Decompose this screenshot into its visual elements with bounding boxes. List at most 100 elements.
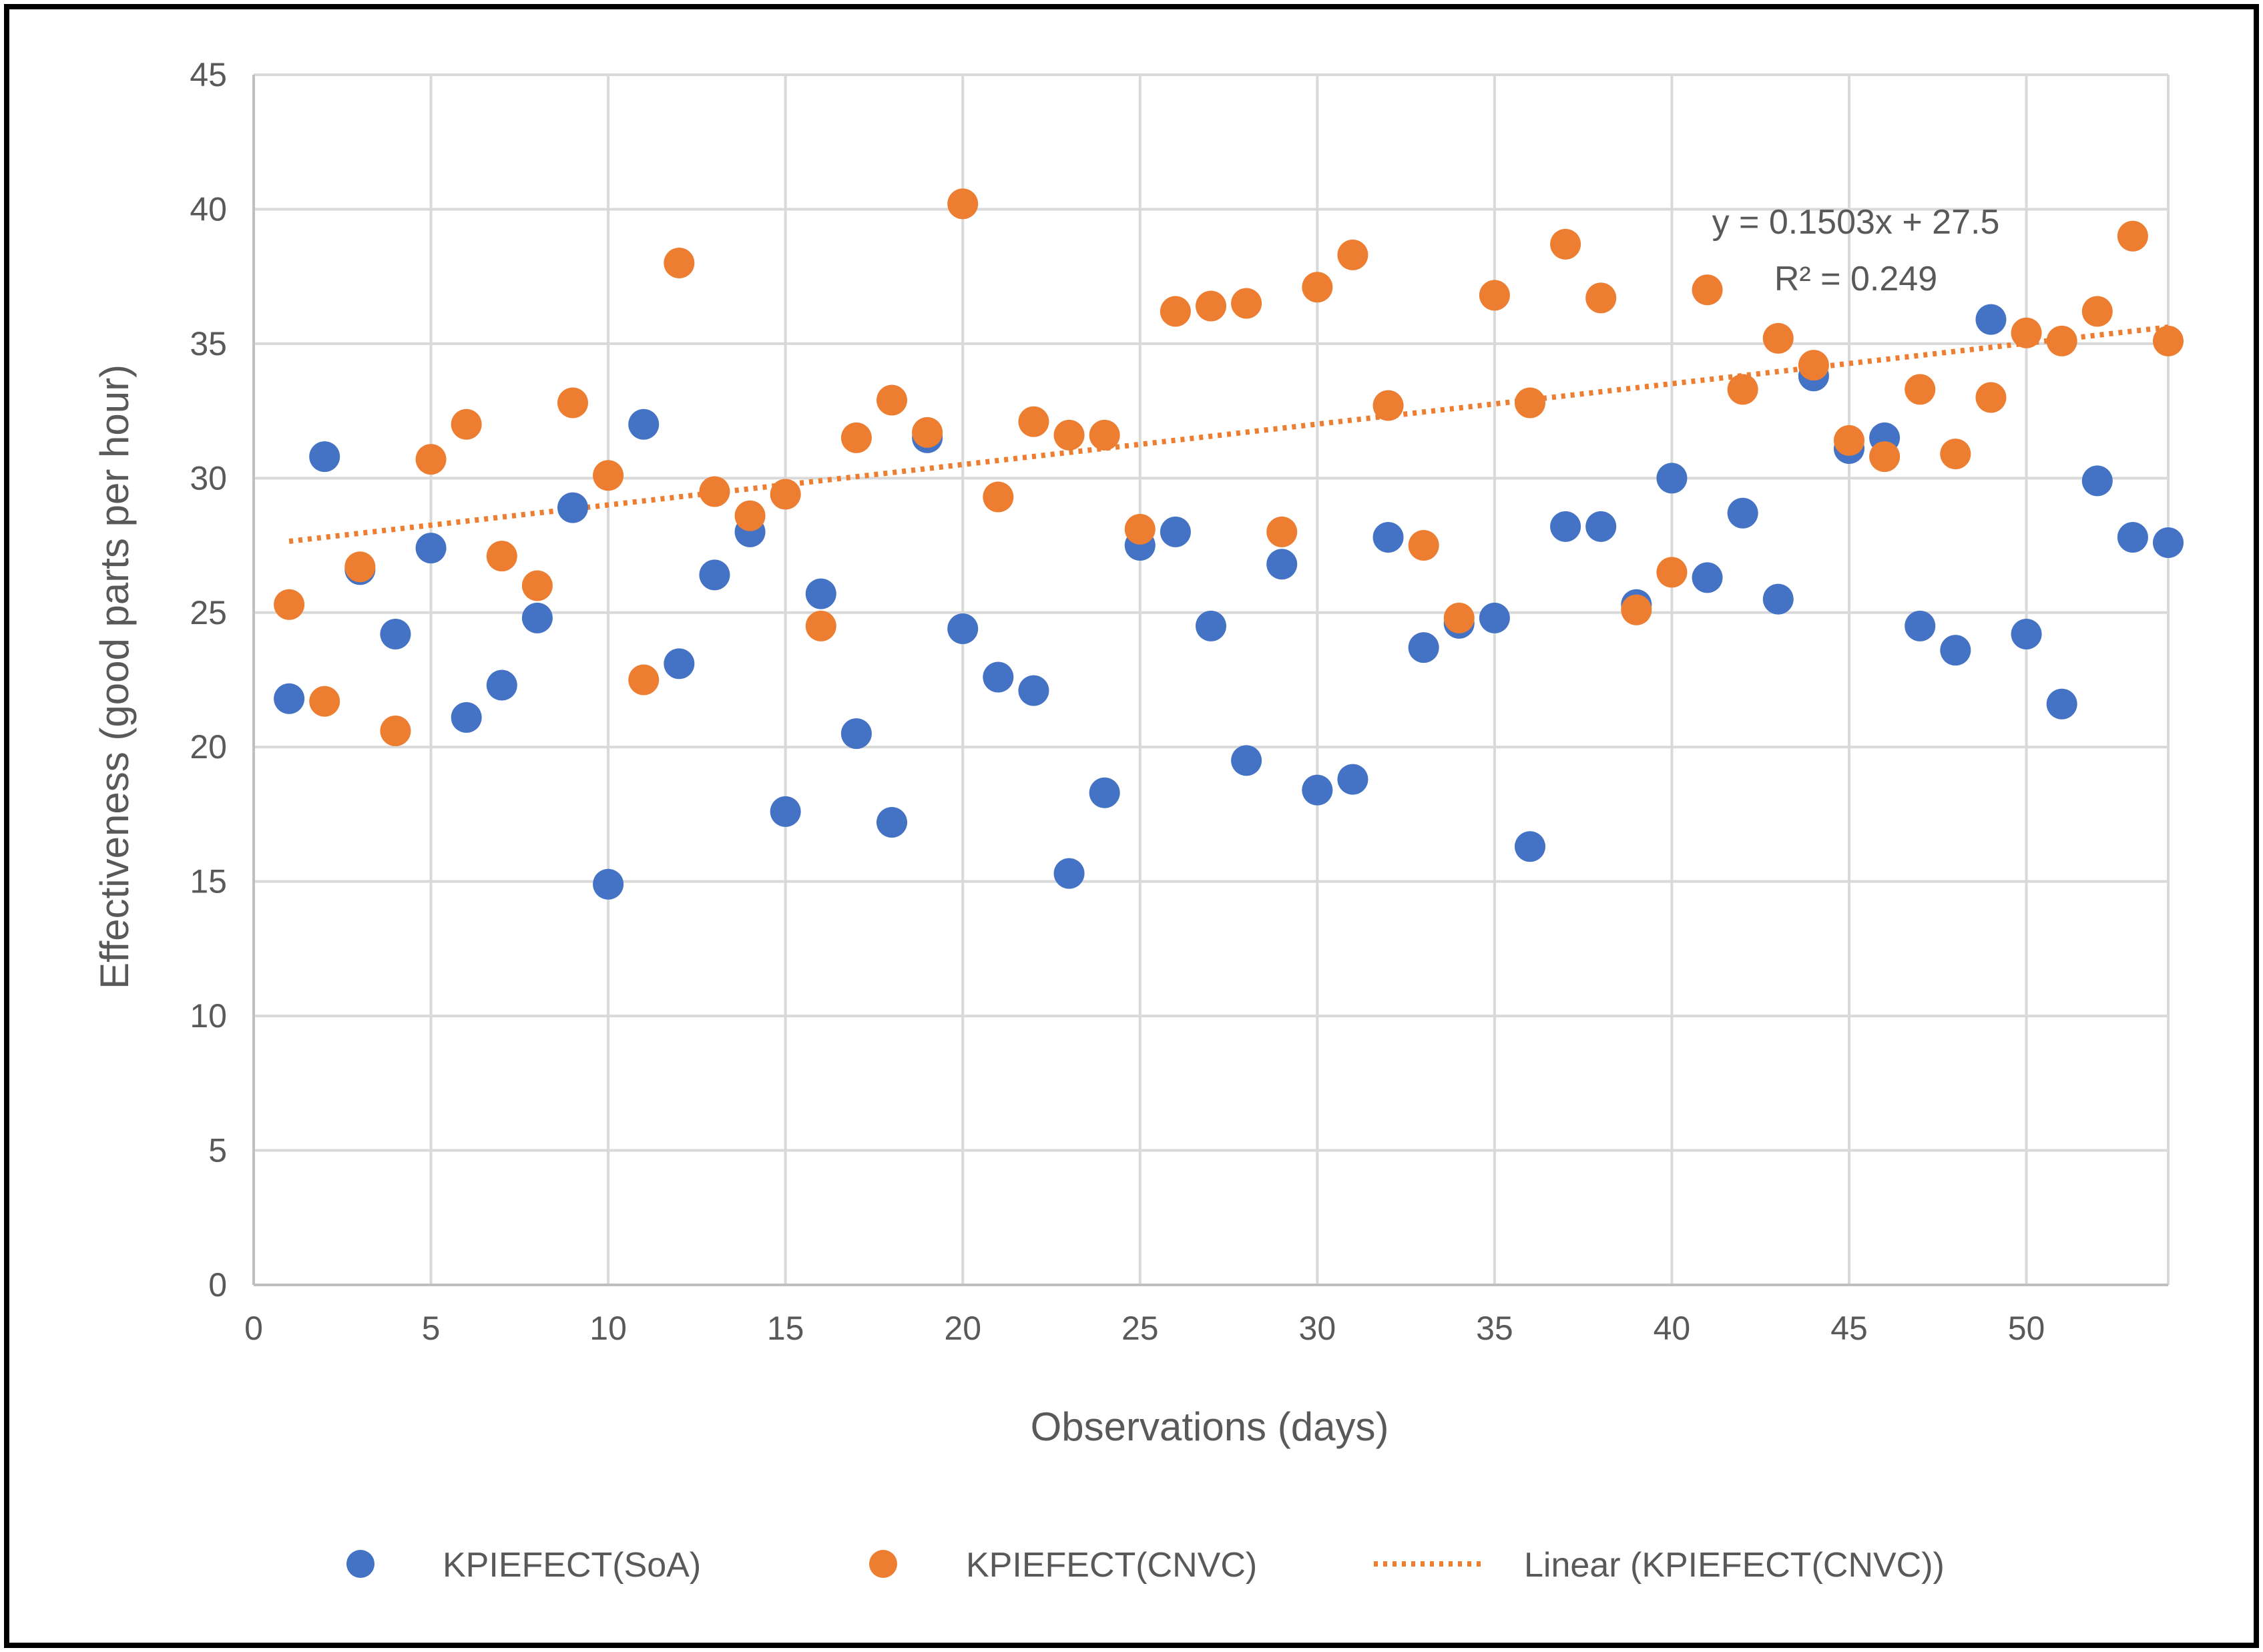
point-soa — [1975, 304, 2007, 335]
point-soa — [664, 648, 695, 679]
point-cnvc — [1302, 272, 1333, 303]
x-tick-label: 20 — [944, 1310, 981, 1347]
point-soa — [1585, 511, 1617, 542]
point-cnvc — [1196, 290, 1226, 322]
axes — [252, 75, 2168, 1286]
point-cnvc — [876, 384, 907, 416]
x-tick-label: 15 — [767, 1310, 804, 1347]
trendline-r-squared: R² = 0.249 — [1774, 260, 1937, 298]
legend-marker-soa — [346, 1550, 374, 1578]
point-soa — [274, 683, 305, 714]
point-cnvc — [1089, 419, 1120, 451]
point-soa — [486, 669, 517, 701]
point-cnvc — [2046, 325, 2077, 356]
point-cnvc — [912, 417, 943, 448]
point-cnvc — [1975, 382, 2007, 413]
point-cnvc — [628, 664, 660, 696]
y-axis-title: Effectiveness (good parts per hour) — [92, 364, 137, 989]
point-cnvc — [1053, 419, 1085, 451]
point-cnvc — [1762, 322, 1794, 354]
y-tick-label: 20 — [190, 728, 227, 766]
point-cnvc — [451, 408, 482, 440]
point-cnvc — [1656, 557, 1688, 588]
point-cnvc — [1727, 374, 1758, 405]
point-soa — [2081, 465, 2113, 497]
x-tick-label: 30 — [1299, 1310, 1336, 1347]
point-soa — [1940, 635, 1971, 666]
y-tick-label: 5 — [208, 1132, 227, 1169]
point-soa — [1905, 610, 1936, 641]
point-cnvc — [1160, 296, 1191, 327]
chart-border — [4, 4, 2259, 1648]
point-cnvc — [983, 481, 1014, 513]
point-cnvc — [593, 460, 624, 491]
point-soa — [2046, 688, 2077, 720]
point-cnvc — [1621, 594, 1652, 625]
point-soa — [1302, 774, 1333, 806]
y-tick-label: 25 — [190, 594, 227, 631]
point-cnvc — [344, 551, 376, 583]
point-soa — [1053, 858, 1085, 889]
point-soa — [380, 619, 411, 650]
tick-labels: 0 5 10 15 20 25 30 35 40 45 0 5 10 15 20 25 30 35 40 45 50 — [190, 56, 2045, 1347]
point-cnvc — [2117, 220, 2148, 252]
point-cnvc — [486, 541, 517, 572]
x-tick-label: 40 — [1654, 1310, 1691, 1347]
legend-marker-cnvc — [869, 1550, 897, 1578]
x-tick-label: 10 — [589, 1310, 627, 1347]
trendline-equation: y = 0.1503x + 27.5 — [1712, 203, 2000, 242]
point-soa — [805, 578, 836, 609]
x-tick-label: 5 — [422, 1310, 441, 1347]
y-tick-label: 10 — [190, 997, 227, 1035]
point-cnvc — [309, 685, 340, 717]
point-cnvc — [1408, 530, 1439, 561]
point-soa — [557, 492, 588, 523]
legend: KPIEFECT(SoA) KPIEFECT(CNVC) Linear (KPI… — [346, 1546, 1945, 1585]
point-cnvc — [1585, 282, 1617, 314]
point-soa — [876, 807, 907, 838]
x-tick-label: 35 — [1476, 1310, 1513, 1347]
legend-label-soa: KPIEFECT(SoA) — [443, 1546, 701, 1585]
point-cnvc — [380, 716, 411, 747]
point-soa — [1479, 602, 1510, 633]
point-soa — [1089, 777, 1120, 808]
point-soa — [983, 661, 1014, 693]
point-soa — [1266, 549, 1298, 580]
point-soa — [2117, 521, 2148, 553]
point-cnvc — [1124, 513, 1156, 545]
point-cnvc — [1692, 274, 1723, 306]
trendline — [288, 324, 2169, 544]
point-cnvc — [664, 248, 695, 279]
point-soa — [1196, 610, 1226, 641]
point-cnvc — [1515, 387, 1545, 419]
point-cnvc — [2081, 296, 2113, 327]
point-soa — [840, 718, 872, 750]
point-cnvc — [947, 188, 979, 220]
point-cnvc — [1337, 239, 1368, 270]
point-soa — [593, 868, 624, 900]
legend-label-cnvc: KPIEFECT(CNVC) — [966, 1546, 1257, 1585]
point-cnvc — [770, 479, 801, 510]
point-soa — [1231, 745, 1262, 776]
point-cnvc — [1798, 350, 1829, 381]
point-cnvc — [521, 570, 553, 601]
point-cnvc — [699, 476, 730, 507]
y-tick-label: 40 — [190, 190, 227, 228]
point-cnvc — [1905, 374, 1936, 405]
y-tick-label: 15 — [190, 863, 227, 900]
point-soa — [451, 702, 482, 733]
point-soa — [1408, 632, 1439, 663]
point-cnvc — [840, 422, 872, 453]
point-soa — [1515, 831, 1545, 862]
point-soa — [1656, 463, 1688, 494]
point-soa — [947, 613, 979, 644]
point-soa — [1018, 675, 1049, 706]
y-tick-label: 35 — [190, 325, 227, 362]
point-cnvc — [2011, 317, 2042, 348]
point-cnvc — [1443, 602, 1475, 633]
point-soa — [770, 796, 801, 827]
data-points — [274, 188, 2184, 900]
point-soa — [1550, 511, 1581, 542]
point-soa — [1692, 562, 1723, 593]
